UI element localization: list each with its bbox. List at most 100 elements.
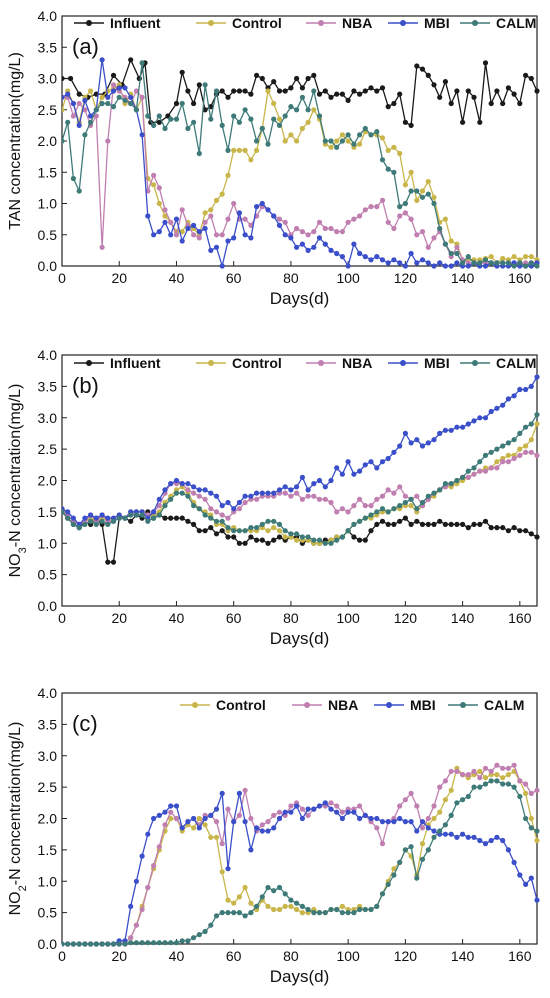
data-point-influent bbox=[425, 521, 431, 528]
data-point-influent bbox=[276, 534, 283, 540]
data-point-mbi bbox=[259, 200, 265, 207]
data-point-nba bbox=[357, 496, 363, 502]
data-point-mbi bbox=[454, 834, 460, 840]
data-point-mbi bbox=[316, 803, 323, 809]
data-point-control bbox=[248, 900, 254, 906]
data-point-calm bbox=[254, 138, 260, 144]
data-point-nba bbox=[488, 768, 494, 775]
data-point-control bbox=[236, 147, 242, 153]
data-point-influent bbox=[219, 528, 225, 534]
data-point-mbi bbox=[236, 790, 242, 797]
y-tick-label: 2.5 bbox=[38, 102, 58, 118]
data-point-mbi bbox=[191, 815, 197, 822]
data-point-mbi bbox=[110, 88, 117, 94]
data-point-influent bbox=[231, 88, 237, 94]
series-line-nba bbox=[62, 83, 537, 264]
data-point-nba bbox=[213, 819, 220, 825]
data-point-nba bbox=[99, 244, 105, 250]
data-point-mbi bbox=[196, 229, 202, 235]
data-point-nba bbox=[517, 778, 523, 784]
data-point-nba bbox=[305, 493, 311, 499]
data-point-influent bbox=[511, 91, 517, 97]
data-point-mbi bbox=[345, 809, 351, 815]
data-point-calm bbox=[345, 528, 351, 534]
data-point-mbi bbox=[425, 825, 431, 831]
data-point-nba bbox=[128, 935, 134, 941]
data-point-mbi bbox=[299, 815, 305, 822]
data-point-calm bbox=[511, 263, 517, 269]
data-point-nba bbox=[145, 884, 151, 891]
data-point-calm bbox=[271, 518, 277, 524]
data-point-calm bbox=[311, 537, 317, 543]
y-tick-label: 3.5 bbox=[38, 378, 58, 394]
data-point-influent bbox=[128, 518, 134, 524]
legend-label: Influent bbox=[110, 355, 161, 371]
data-point-influent bbox=[208, 525, 214, 531]
data-point-mbi bbox=[122, 85, 128, 91]
data-point-calm bbox=[488, 449, 494, 455]
data-point-mbi bbox=[236, 210, 242, 216]
data-point-influent bbox=[276, 88, 283, 94]
data-point-control bbox=[196, 815, 202, 822]
data-point-influent bbox=[248, 534, 254, 540]
data-point-control bbox=[397, 150, 403, 157]
data-point-nba bbox=[357, 213, 363, 219]
data-point-calm bbox=[196, 932, 202, 938]
data-point-influent bbox=[248, 91, 254, 97]
data-point-influent bbox=[179, 515, 185, 521]
data-point-calm bbox=[482, 257, 489, 263]
data-point-calm bbox=[460, 797, 466, 803]
data-point-mbi bbox=[70, 515, 76, 521]
data-point-control bbox=[534, 837, 540, 844]
data-point-calm bbox=[191, 935, 197, 941]
data-point-mbi bbox=[316, 477, 323, 484]
data-point-mbi bbox=[454, 424, 460, 430]
data-point-calm bbox=[185, 125, 191, 132]
series-control bbox=[62, 82, 540, 266]
data-point-control bbox=[419, 188, 426, 194]
data-point-influent bbox=[271, 537, 277, 543]
legend-item-mbi: MBI bbox=[374, 697, 436, 713]
data-point-control bbox=[442, 797, 448, 803]
x-tick-label: 80 bbox=[283, 610, 299, 626]
data-point-calm bbox=[305, 107, 311, 113]
data-point-calm bbox=[202, 928, 208, 935]
data-point-nba bbox=[437, 784, 443, 790]
data-point-mbi bbox=[231, 819, 237, 825]
y-tick-label: 2.0 bbox=[38, 133, 58, 149]
data-point-influent bbox=[528, 75, 534, 82]
data-point-influent bbox=[471, 94, 477, 100]
x-axis-label: Days(d) bbox=[270, 289, 330, 308]
data-point-calm bbox=[145, 518, 151, 524]
data-point-mbi bbox=[236, 499, 242, 506]
data-point-calm bbox=[437, 828, 443, 834]
data-point-nba bbox=[431, 235, 437, 241]
data-point-calm bbox=[465, 793, 471, 800]
data-point-calm bbox=[62, 941, 65, 947]
data-point-mbi bbox=[276, 815, 283, 822]
data-point-calm bbox=[334, 906, 340, 913]
data-point-mbi bbox=[156, 812, 162, 819]
data-point-nba bbox=[397, 803, 403, 809]
data-point-control bbox=[254, 147, 260, 153]
data-point-mbi bbox=[259, 828, 265, 834]
x-tick-label: 40 bbox=[169, 270, 185, 286]
data-point-calm bbox=[294, 107, 300, 113]
data-point-control bbox=[500, 255, 506, 262]
data-point-control bbox=[511, 254, 517, 260]
data-point-calm bbox=[391, 872, 397, 878]
data-point-nba bbox=[133, 922, 139, 928]
data-point-calm bbox=[316, 113, 323, 119]
x-tick-label: 60 bbox=[226, 610, 242, 626]
data-point-nba bbox=[173, 232, 180, 238]
data-point-calm bbox=[425, 847, 431, 853]
data-point-influent bbox=[265, 540, 271, 546]
data-point-mbi bbox=[248, 493, 254, 499]
data-point-nba bbox=[334, 229, 340, 235]
data-point-calm bbox=[88, 518, 94, 524]
data-point-mbi bbox=[316, 235, 323, 241]
series-line-calm bbox=[62, 62, 538, 267]
data-point-influent bbox=[254, 537, 260, 543]
data-point-mbi bbox=[231, 235, 237, 241]
data-point-calm bbox=[133, 107, 139, 113]
